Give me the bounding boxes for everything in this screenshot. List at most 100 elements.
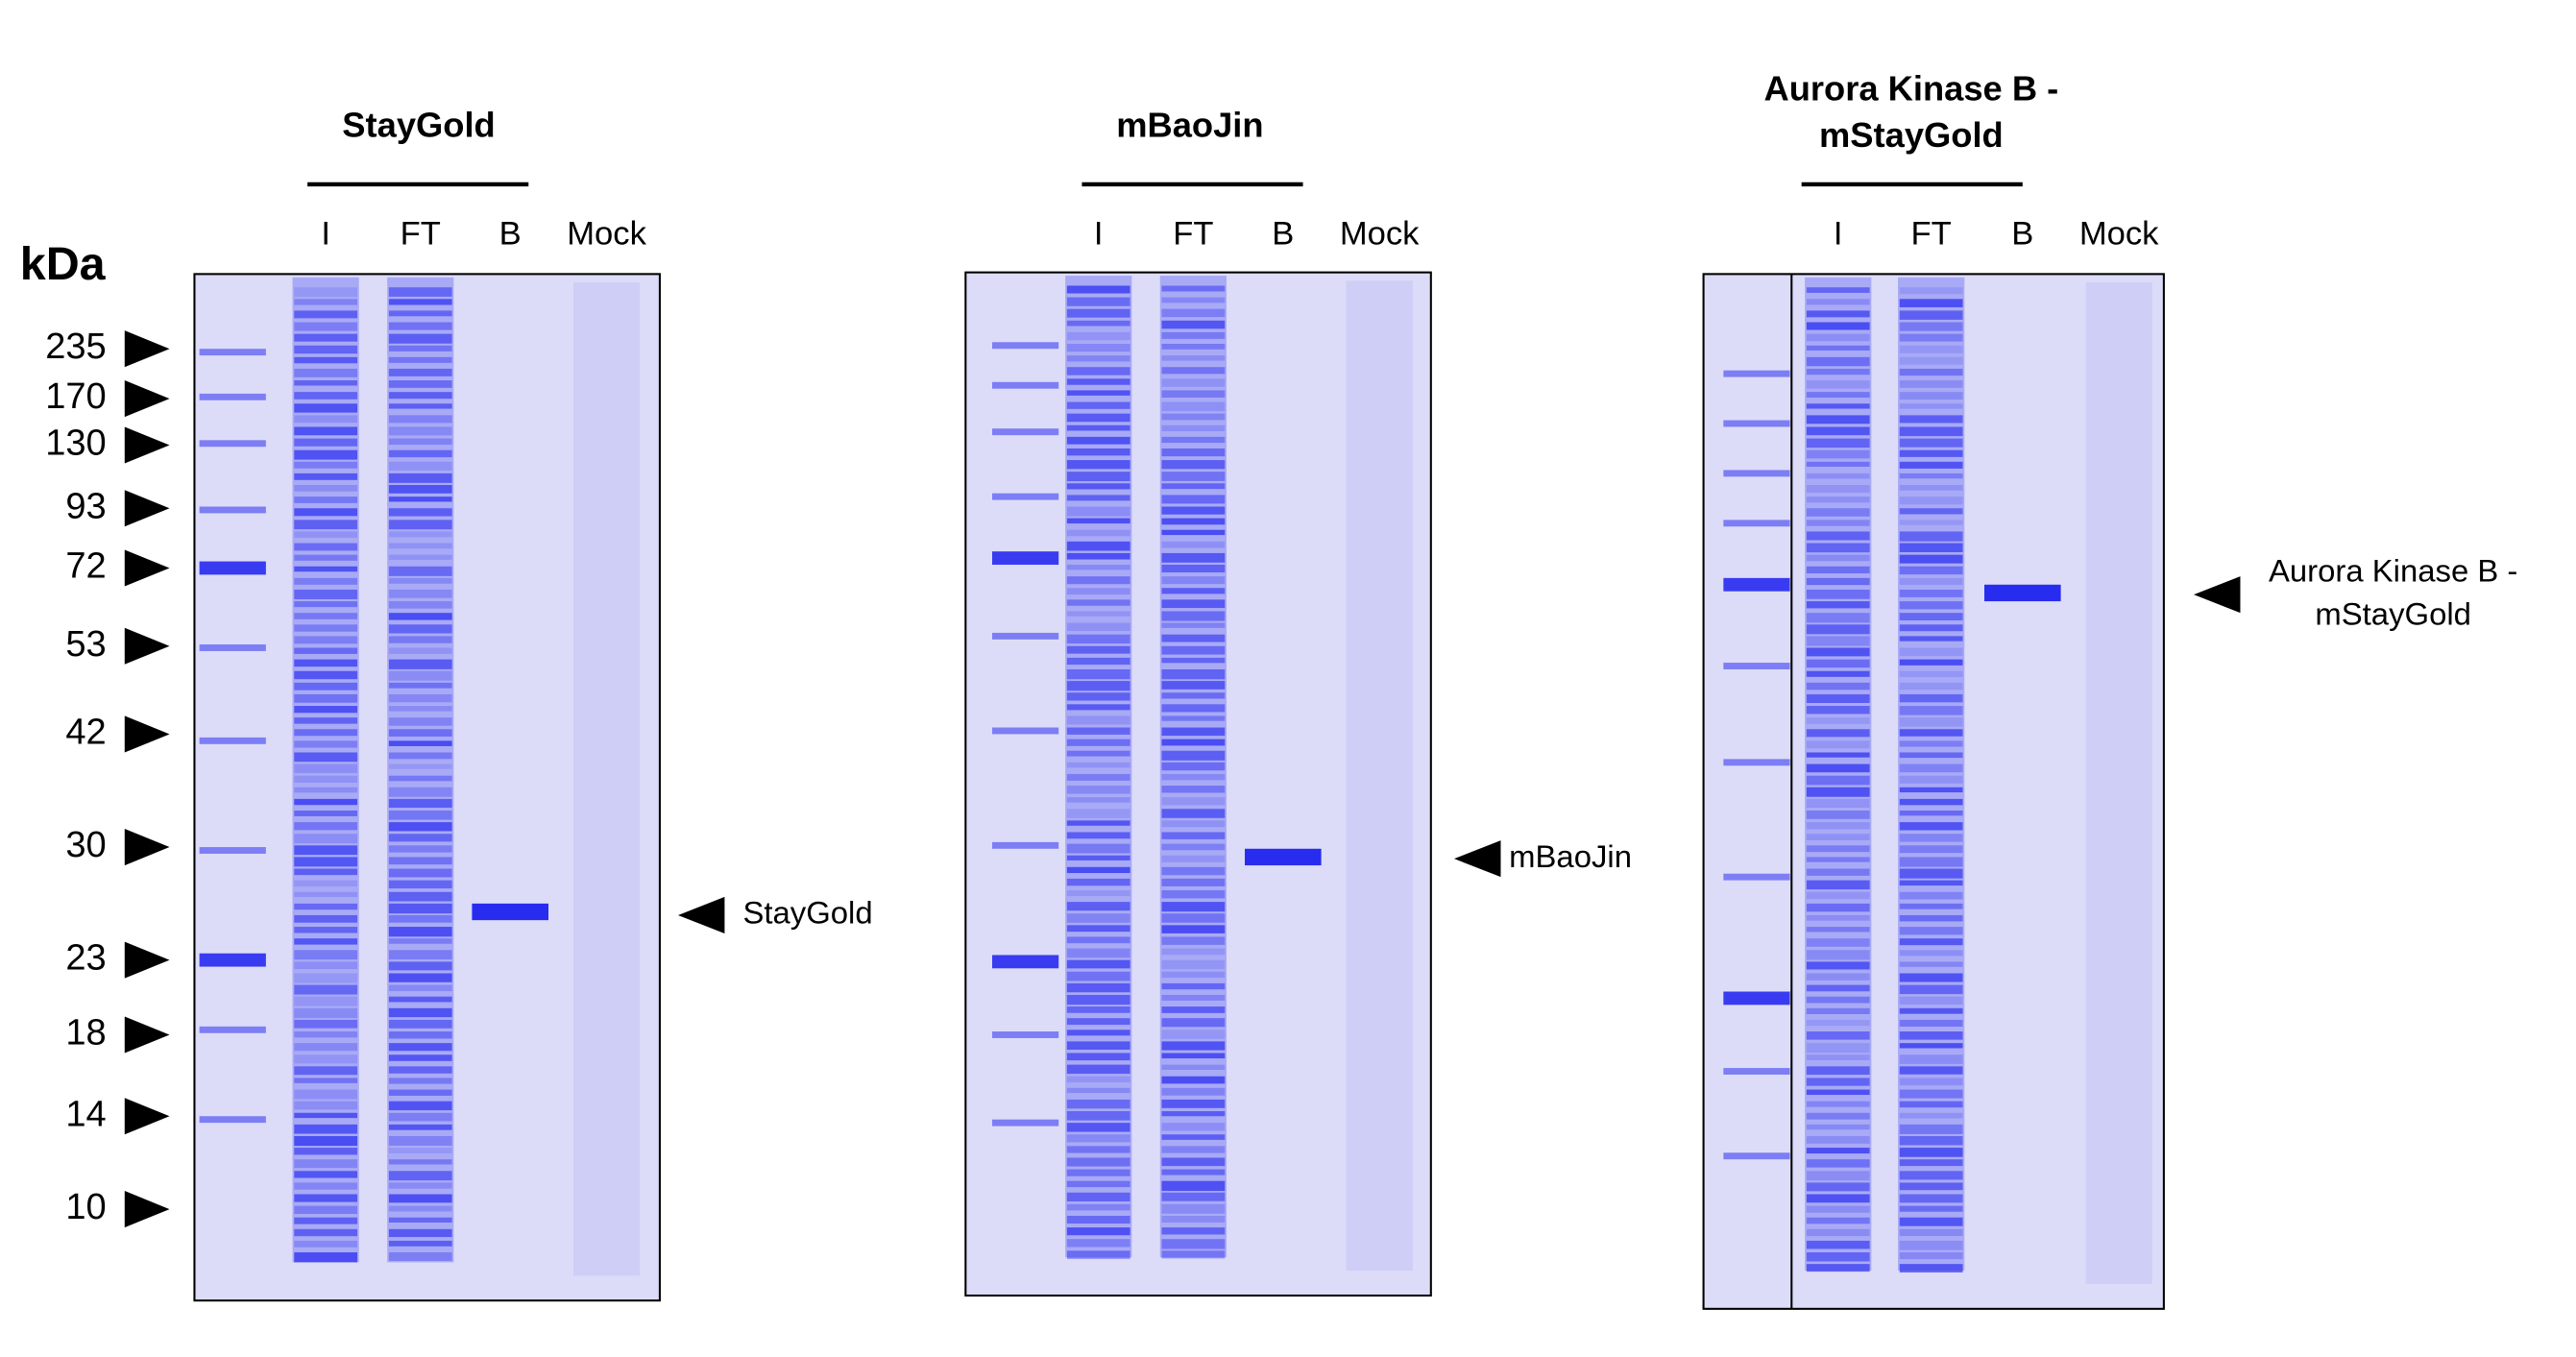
protein-band [1161,773,1226,781]
protein-band [1066,541,1130,551]
protein-band [388,1240,452,1247]
protein-band [1899,729,1963,737]
protein-band [1066,1203,1130,1211]
protein-band [1066,1006,1130,1013]
protein-band [1161,599,1226,609]
protein-band [1161,1053,1226,1059]
marker-arrow [124,426,170,464]
protein-band [1066,890,1130,897]
protein-band [388,1019,452,1029]
protein-band [1899,380,1963,388]
protein-band [1806,1031,1870,1040]
protein-band [1806,729,1870,738]
marker-label: 14 [65,1094,106,1134]
protein-band [388,449,452,458]
protein-band [294,659,358,667]
gel-title: mBaoJin [1116,106,1263,145]
protein-band [1899,775,1963,784]
protein-band [294,1148,358,1155]
protein-band [1066,1192,1130,1201]
protein-band [388,1124,452,1130]
protein-band [1899,449,1963,457]
protein-band [294,927,358,933]
protein-band [1806,449,1870,459]
protein-band [1066,1157,1130,1167]
protein-band [1066,902,1130,911]
protein-band [1806,333,1870,342]
ladder-band [199,349,266,356]
protein-band [1066,331,1130,341]
protein-band [1161,355,1226,361]
marker-label: 130 [45,424,106,464]
target-band [472,903,549,921]
protein-band [1899,520,1963,525]
protein-band [1161,1123,1226,1131]
protein-band [1066,832,1130,839]
protein-band [1066,994,1130,1006]
protein-band [1066,1215,1130,1224]
protein-band [1899,938,1963,946]
ladder-band [992,1119,1059,1127]
protein-band [388,345,452,351]
protein-band [1806,1112,1870,1120]
protein-band [1806,392,1870,399]
protein-band [1899,566,1963,575]
protein-band [1161,1076,1226,1084]
protein-band [1066,565,1130,570]
protein-band [294,368,358,377]
protein-band [1899,1078,1963,1086]
protein-band [1806,1007,1870,1015]
protein-band [294,438,358,447]
protein-band [1161,994,1226,1001]
protein-band [1161,424,1226,431]
protein-band [388,938,452,944]
protein-band [1161,948,1226,956]
mock-smear [2085,282,2152,1284]
protein-band [1161,971,1226,979]
protein-band [294,449,358,460]
protein-band [294,996,358,1006]
protein-band [388,1089,452,1096]
protein-band [1161,1111,1226,1117]
protein-band [1899,543,1963,552]
lane-smear [1805,277,1872,1272]
protein-band [388,333,452,344]
protein-band [388,822,452,832]
protein-band [1899,857,1963,867]
protein-band [1161,460,1226,470]
protein-band [388,891,452,902]
lane-smear [1159,276,1227,1258]
protein-band [388,717,452,726]
marker-label: 42 [65,712,106,752]
protein-band [388,426,452,436]
ladder-band [992,955,1059,969]
protein-band [388,868,452,878]
protein-band [294,1043,358,1052]
protein-band [1806,415,1870,424]
protein-band [1161,506,1226,515]
protein-band [1066,448,1130,456]
protein-band [1806,356,1870,367]
protein-band [388,729,452,737]
protein-band [1161,645,1226,655]
axis-label: kDa [20,238,107,290]
protein-band [294,1007,358,1019]
protein-band [1899,822,1963,831]
protein-band [294,299,358,305]
protein-band [294,810,358,816]
annotation-label: mStayGold [2315,595,2471,631]
ladder-band [1723,1152,1790,1160]
protein-band [1899,670,1963,678]
protein-band [294,763,358,774]
protein-band [1806,345,1870,351]
protein-band [1806,485,1870,493]
protein-band [388,1228,452,1238]
protein-band [388,403,452,409]
protein-band [1161,588,1226,594]
protein-band [1806,508,1870,517]
protein-band [388,950,452,960]
protein-band [1066,843,1130,854]
protein-band [1806,927,1870,933]
marker-label: 18 [65,1013,106,1054]
protein-band [1161,750,1226,761]
